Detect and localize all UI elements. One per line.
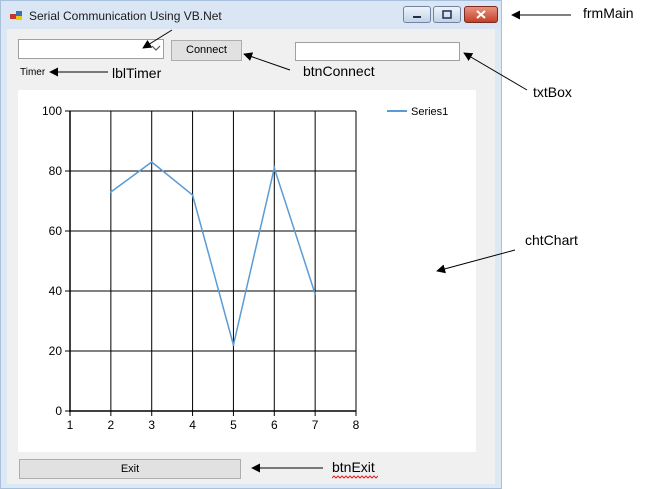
x-tick-label: 3 bbox=[148, 418, 155, 432]
data-point bbox=[314, 293, 317, 295]
y-tick-label: 0 bbox=[55, 404, 62, 418]
txt-box[interactable] bbox=[295, 42, 460, 61]
y-tick-label: 40 bbox=[49, 284, 63, 298]
x-tick-label: 7 bbox=[312, 418, 319, 432]
x-tick-label: 1 bbox=[67, 418, 74, 432]
x-tick-label: 8 bbox=[353, 418, 360, 432]
data-point bbox=[232, 344, 235, 346]
y-tick-label: 20 bbox=[49, 344, 63, 358]
annotation-btnConnect: btnConnect bbox=[303, 63, 375, 79]
maximize-button[interactable] bbox=[433, 6, 461, 23]
window-title: Serial Communication Using VB.Net bbox=[29, 9, 222, 23]
title-bar[interactable]: Serial Communication Using VB.Net bbox=[1, 1, 501, 29]
minimize-button[interactable] bbox=[403, 6, 431, 23]
maximize-icon bbox=[442, 10, 452, 19]
data-point bbox=[150, 161, 153, 163]
annotation-btnExit: btnExit bbox=[332, 459, 375, 475]
x-tick-label: 6 bbox=[271, 418, 278, 432]
annotation-chtChart: chtChart bbox=[525, 232, 578, 248]
chart-area: 1 2 3 4 5 6 7 8 0 20 40 60 80 100 Series1 bbox=[18, 90, 476, 452]
data-point bbox=[109, 191, 112, 193]
spellcheck-underline bbox=[332, 475, 378, 479]
x-tick-label: 2 bbox=[108, 418, 115, 432]
app-icon bbox=[10, 11, 22, 20]
annotation-lblTimer: lblTimer bbox=[112, 65, 162, 81]
x-tick-label: 4 bbox=[189, 418, 196, 432]
y-tick-label: 100 bbox=[42, 104, 62, 118]
legend-label: Series1 bbox=[411, 106, 448, 118]
annotation-frmMain: frmMain bbox=[583, 5, 634, 21]
data-point bbox=[273, 167, 276, 169]
y-tick-label: 60 bbox=[49, 224, 63, 238]
exit-button[interactable]: Exit bbox=[19, 459, 241, 479]
y-tick-label: 80 bbox=[49, 164, 63, 178]
x-tick-label: 5 bbox=[230, 418, 237, 432]
data-point bbox=[191, 194, 194, 196]
series-line bbox=[110, 161, 316, 346]
chevron-down-icon bbox=[151, 45, 161, 51]
minimize-icon bbox=[413, 16, 421, 18]
annotation-txtBox: txtBox bbox=[533, 84, 572, 100]
connect-button[interactable]: Connect bbox=[171, 40, 242, 61]
form-client-area: Connect Timer 1 2 3 4 5 6 7 8 0 20 40 60 80 100 Series… bbox=[7, 29, 495, 484]
port-combobox[interactable] bbox=[18, 39, 164, 59]
timer-label: Timer bbox=[20, 67, 46, 78]
close-icon bbox=[476, 10, 486, 19]
close-button[interactable] bbox=[464, 6, 498, 23]
main-window: Serial Communication Using VB.Net Connec… bbox=[0, 0, 502, 489]
